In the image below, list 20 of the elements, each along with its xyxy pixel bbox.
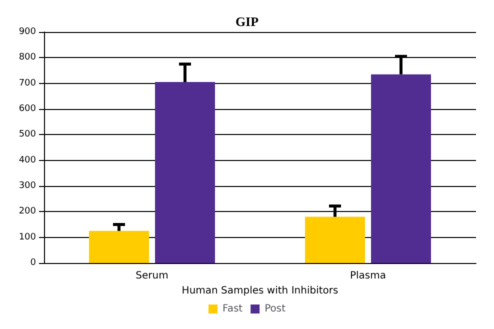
x-tick-label: Plasma xyxy=(350,270,386,282)
y-tick-label: 600 xyxy=(18,104,36,114)
legend-label: Fast xyxy=(222,304,243,314)
y-tick-label: 700 xyxy=(18,78,36,88)
y-tick-label: 500 xyxy=(18,130,36,140)
y-tick-label: 300 xyxy=(18,181,36,191)
bar xyxy=(89,230,149,263)
bar xyxy=(305,216,365,263)
x-tick-label: Serum xyxy=(136,270,168,282)
y-tick-label: 900 xyxy=(18,27,36,37)
y-tick-label: 800 xyxy=(18,52,36,63)
bar xyxy=(155,82,215,263)
y-tick-label: 200 xyxy=(18,206,36,217)
bar xyxy=(371,74,431,263)
y-tick-label: 400 xyxy=(18,155,36,166)
x-axis-title: Human Samples with Inhibitors xyxy=(182,285,338,296)
legend-label: Post xyxy=(264,304,286,314)
chart-title: GIP xyxy=(235,14,259,29)
y-tick-label: 0 xyxy=(30,258,36,268)
y-tick-label: 100 xyxy=(18,232,36,242)
